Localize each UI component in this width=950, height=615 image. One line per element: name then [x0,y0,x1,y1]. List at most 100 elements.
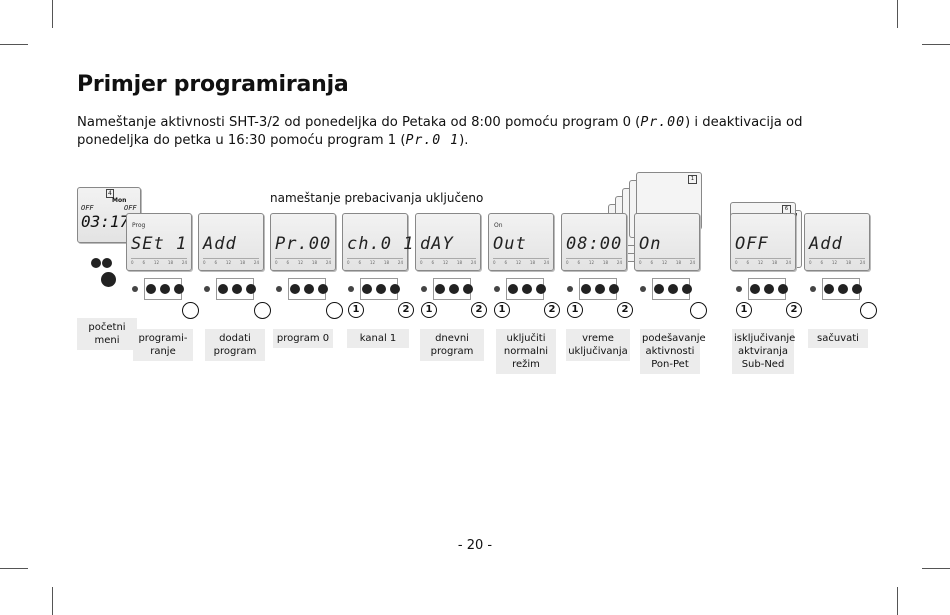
hour-tick: 24 [470,260,476,265]
device-key[interactable] [640,286,646,292]
device-key[interactable] [435,284,445,294]
device-key[interactable] [824,284,834,294]
hour-scale: 0 6 12 18 24 [566,258,622,266]
device-key[interactable] [778,284,788,294]
crop-mark [0,44,28,45]
hour-tick: 18 [311,260,317,265]
hour-tick: 12 [297,260,303,265]
hour-tick: 24 [181,260,187,265]
device-key[interactable] [449,284,459,294]
lcd-readout: On [639,234,662,254]
device-key[interactable] [536,284,546,294]
device-key[interactable] [304,284,314,294]
device-key[interactable] [290,284,300,294]
hour-tick: 0 [566,260,569,265]
device-button-pressed[interactable] [101,272,116,287]
lcd-screen: On Out 0 6 12 18 24 [488,213,554,271]
crop-mark [52,587,53,615]
hour-tick: 24 [325,260,331,265]
device-key[interactable] [160,284,170,294]
hour-tick: 18 [239,260,245,265]
lcd-screen: Add 0 6 12 18 24 [198,213,264,271]
device-key[interactable] [421,286,427,292]
device-button[interactable] [102,258,112,268]
device-key[interactable] [174,284,184,294]
device-key[interactable] [318,284,328,294]
press-step-marker: 1 [494,302,510,318]
device-key[interactable] [750,284,760,294]
device-key[interactable] [508,284,518,294]
device-key[interactable] [232,284,242,294]
lcd-readout: Add [203,234,237,254]
device-key[interactable] [390,284,400,294]
lcd-readout: Out [493,234,527,254]
device-key[interactable] [204,286,210,292]
page-number: - 20 - [457,538,493,553]
step-label: isključivanje aktviranja Sub-Ned [732,329,795,374]
device-key[interactable] [581,284,591,294]
hour-tick: 12 [831,260,837,265]
lcd-screen: Pr.00 0 6 12 18 24 [270,213,336,271]
device-button[interactable] [91,258,101,268]
device-key[interactable] [348,286,354,292]
device-key[interactable] [810,286,816,292]
device-key[interactable] [838,284,848,294]
hour-tick: 12 [225,260,231,265]
hour-scale: 0 6 12 18 24 [420,258,476,266]
hour-tick: 0 [420,260,423,265]
hour-tick: 0 [809,260,812,265]
hour-tick: 24 [397,260,403,265]
hour-tick: 12 [661,260,667,265]
key-panel [810,276,864,302]
crop-mark [922,44,950,45]
hour-tick: 0 [275,260,278,265]
device-key[interactable] [567,286,573,292]
device-key[interactable] [682,284,692,294]
hour-tick: 24 [859,260,865,265]
lcd-indicator: On [494,222,503,229]
day-number-badge: 4 [106,189,114,198]
device-key[interactable] [595,284,605,294]
device-key[interactable] [852,284,862,294]
device-key[interactable] [218,284,228,294]
hour-tick: 18 [456,260,462,265]
device-key[interactable] [132,286,138,292]
hour-tick: 12 [757,260,763,265]
lcd-readout: ch.0 1 [347,234,415,254]
lcd-readout: 08:00 [566,234,623,254]
lcd-screen: ch.0 1 0 6 12 18 24 [342,213,413,271]
hour-tick: 12 [153,260,159,265]
device-key[interactable] [276,286,282,292]
device-key[interactable] [362,284,372,294]
device-key[interactable] [463,284,473,294]
hour-tick: 18 [675,260,681,265]
hour-tick: 18 [602,260,608,265]
device-key[interactable] [668,284,678,294]
hour-tick: 6 [431,260,434,265]
hour-tick: 18 [529,260,535,265]
press-step-marker: 2 [786,302,802,318]
hour-scale: 0 6 12 18 24 [735,258,791,266]
device-key[interactable] [736,286,742,292]
off-indicator-2: OFF [124,204,137,212]
device-key[interactable] [654,284,664,294]
segment-program-1: Pr.0 1 [405,133,460,148]
lcd-readout: OFF [735,234,769,254]
device-key[interactable] [522,284,532,294]
device-key[interactable] [246,284,256,294]
lcd-screen: Prog SEt 1 0 6 12 18 24 [126,213,192,271]
device-key[interactable] [146,284,156,294]
hour-tick: 12 [369,260,375,265]
device-key[interactable] [376,284,386,294]
hour-tick: 6 [650,260,653,265]
lcd-screen: OFF 0 6 12 18 24 [730,213,796,271]
device-key[interactable] [494,286,500,292]
device-key[interactable] [764,284,774,294]
page-title: Primjer programiranja [77,72,349,97]
intro-text-c: ). [459,133,469,148]
lcd-indicator: Prog [132,222,146,229]
key-panel [640,276,694,302]
device-key[interactable] [609,284,619,294]
crop-mark [0,568,28,569]
hour-tick: 18 [383,260,389,265]
